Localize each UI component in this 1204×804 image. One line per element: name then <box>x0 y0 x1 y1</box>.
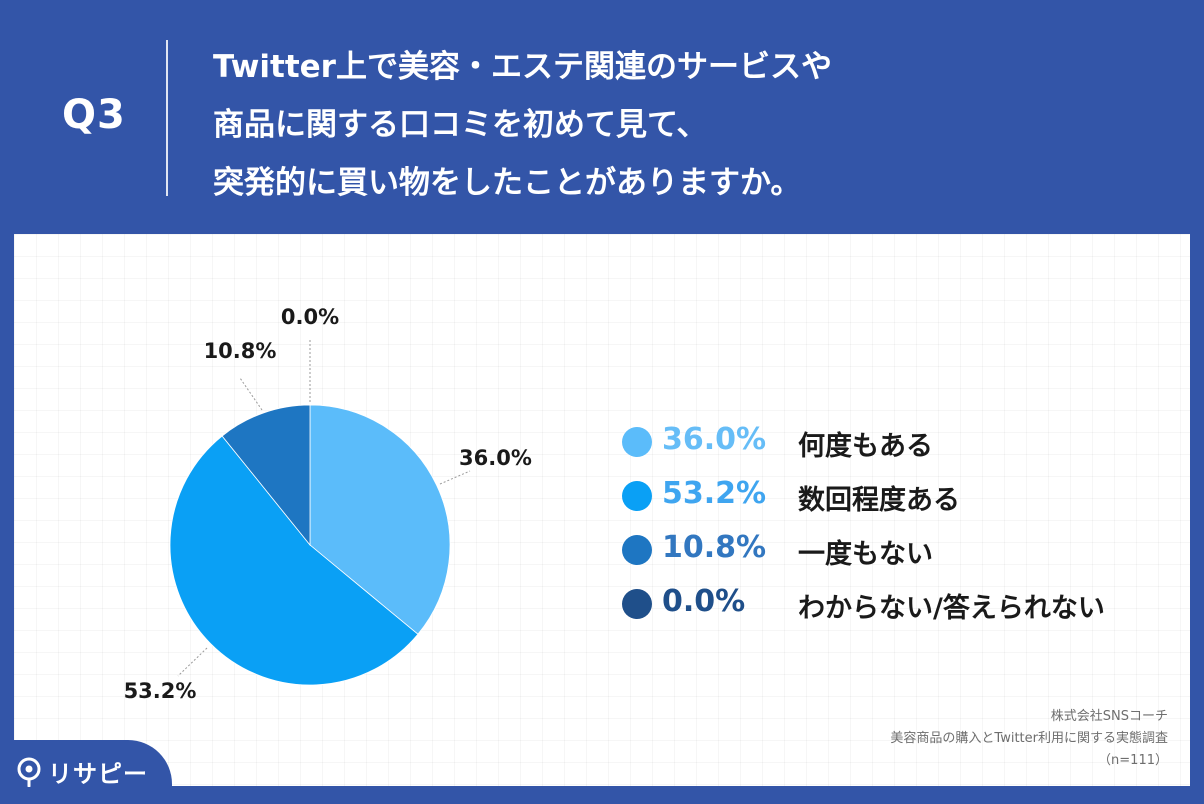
legend-label: 一度もない <box>798 539 933 570</box>
brand-name: リサピー <box>48 760 148 788</box>
header: Q3 Twitter上で美容・エステ関連のサービスや 商品に関する口コミを初めて… <box>0 0 1204 232</box>
legend-item-unknown: 0.0% わからない/答えられない <box>620 580 1160 634</box>
pie-slice-never <box>221 404 311 547</box>
source-sample: （n=111） <box>1098 753 1168 768</box>
legend-dot <box>622 427 652 457</box>
data-label-few-times: 53.2% <box>124 679 197 703</box>
legend-value: 10.8% <box>662 530 767 565</box>
legend-label: 何度もある <box>798 431 933 462</box>
source-note: 株式会社SNSコーチ 美容商品の購入とTwitter利用に関する実態調査 （n=… <box>890 706 1168 772</box>
legend-label: 数回程度ある <box>798 485 960 516</box>
legend-value: 0.0% <box>662 584 746 619</box>
leader-line <box>439 470 471 485</box>
legend-item-few-times: 53.2% 数回程度ある <box>620 472 1160 526</box>
data-label-often: 36.0% <box>459 446 532 470</box>
question-number: Q3 <box>62 92 126 138</box>
leader-line <box>239 377 263 411</box>
legend: 36.0% 何度もある 53.2% 数回程度ある 10.8% 一度もない 0.0… <box>620 418 1160 634</box>
legend-label: わからない/答えられない <box>798 593 1105 624</box>
pin-icon <box>17 757 41 787</box>
question-text: Twitter上で美容・エステ関連のサービスや 商品に関する口コミを初めて見て、… <box>213 38 1173 212</box>
pie-slice-often <box>309 404 451 635</box>
source-survey: 美容商品の購入とTwitter利用に関する実態調査 <box>890 731 1168 746</box>
data-label-unknown: 0.0% <box>281 305 339 329</box>
pie-slice-few-times <box>169 435 419 686</box>
data-label-never: 10.8% <box>204 339 277 363</box>
question-line-1: Twitter上で美容・エステ関連のサービスや <box>213 49 832 85</box>
legend-value: 36.0% <box>662 422 767 457</box>
source-company: 株式会社SNSコーチ <box>1050 709 1168 724</box>
legend-item-never: 10.8% 一度もない <box>620 526 1160 580</box>
legend-dot <box>622 589 652 619</box>
question-line-2: 商品に関する口コミを初めて見て、 <box>213 107 708 143</box>
header-divider <box>166 40 168 196</box>
legend-dot <box>622 535 652 565</box>
leader-line <box>177 647 208 677</box>
legend-item-often: 36.0% 何度もある <box>620 418 1160 472</box>
legend-value: 53.2% <box>662 476 767 511</box>
legend-dot <box>622 481 652 511</box>
brand-badge: リサピー <box>0 740 172 804</box>
question-line-3: 突発的に買い物をしたことがありますか。 <box>213 165 802 201</box>
